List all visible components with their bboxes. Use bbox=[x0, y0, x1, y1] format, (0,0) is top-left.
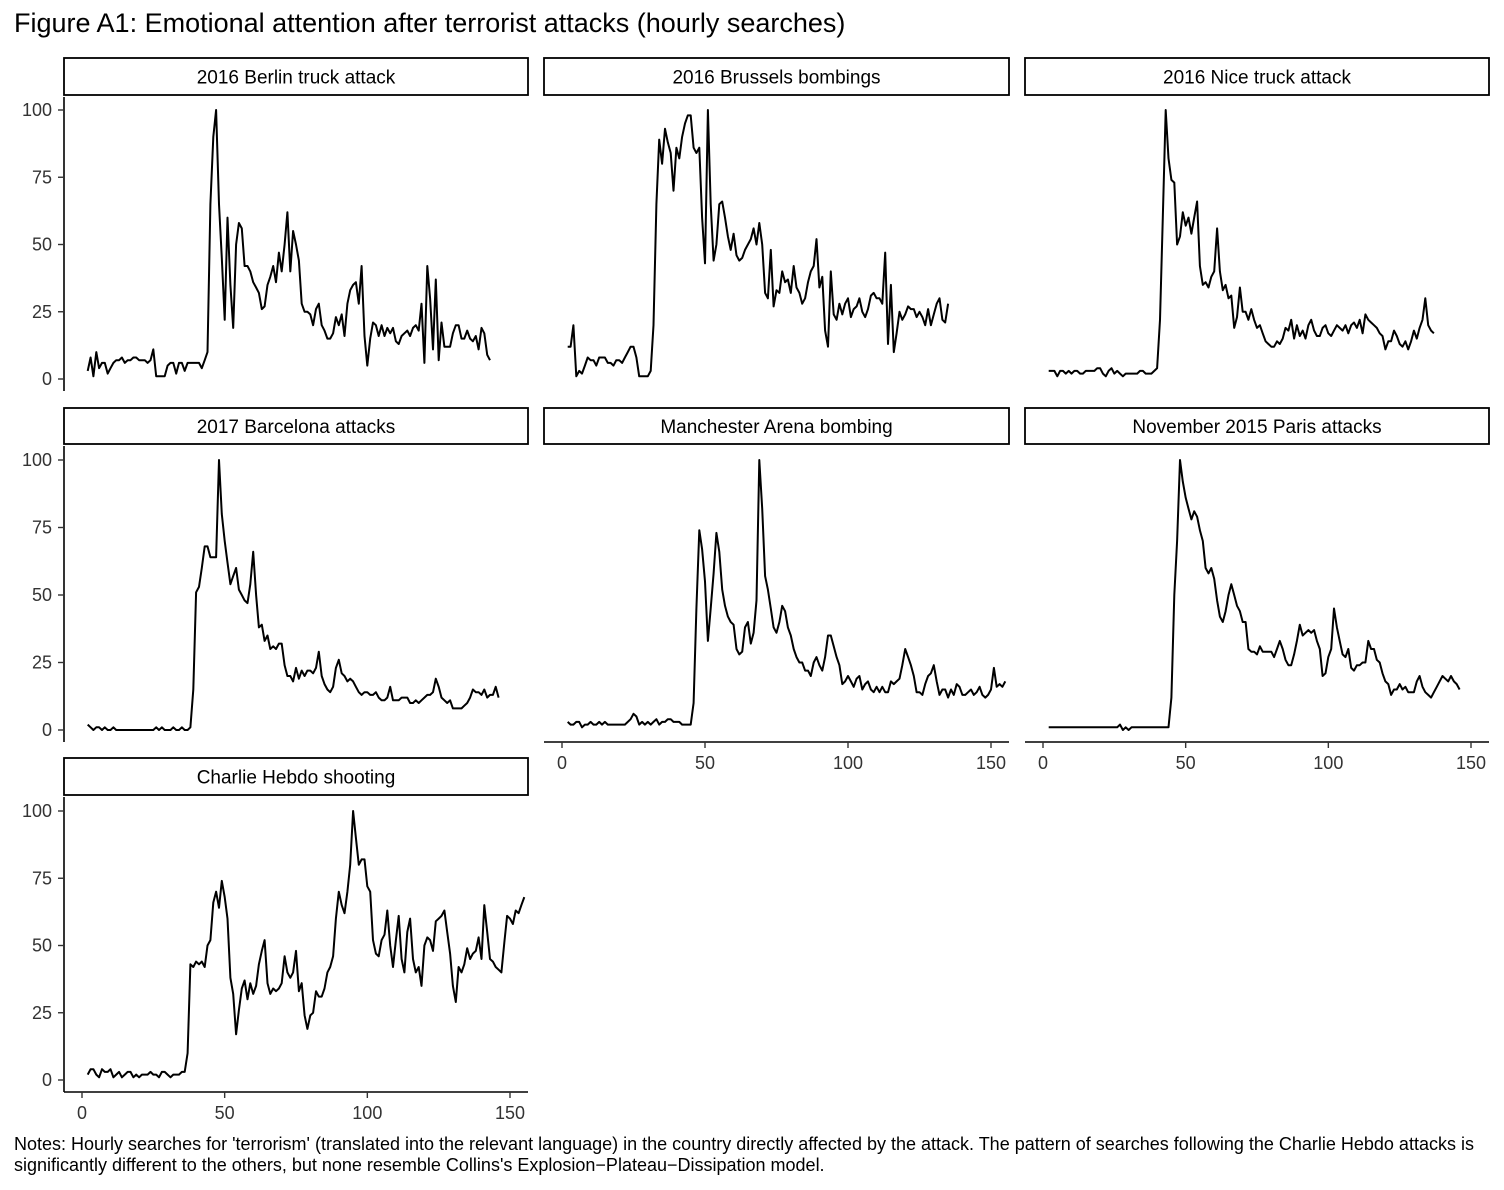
y-tick-label: 50 bbox=[32, 936, 52, 956]
facet-strip bbox=[63, 757, 529, 796]
x-tick-label: 50 bbox=[1176, 753, 1196, 773]
series-line bbox=[1048, 459, 1461, 731]
x-tick-label: 50 bbox=[215, 1103, 235, 1123]
facet-panel: November 2015 Paris attacks 0 50 100 150 bbox=[1024, 407, 1490, 773]
series-line bbox=[86, 810, 526, 1079]
y-tick-label: 50 bbox=[32, 585, 52, 605]
facet-strip bbox=[1024, 407, 1490, 445]
facet-title: 2016 Berlin truck attack bbox=[197, 68, 396, 89]
facet-title: Manchester Arena bombing bbox=[660, 417, 892, 438]
x-tick-label: 0 bbox=[1038, 753, 1048, 773]
facet-panel: 2016 Berlin truck attack 0 25 50 75 100 bbox=[22, 57, 529, 391]
facet-strip bbox=[63, 57, 529, 96]
facet-panel: 2016 Brussels bombings bbox=[543, 57, 1010, 378]
y-tick-label: 100 bbox=[22, 801, 52, 821]
y-tick-label: 100 bbox=[22, 450, 52, 470]
series-line bbox=[86, 109, 491, 378]
x-tick-label: 0 bbox=[77, 1103, 87, 1123]
figure-notes: Notes: Hourly searches for 'terrorism' (… bbox=[14, 1134, 1474, 1175]
facet-title: November 2015 Paris attacks bbox=[1132, 417, 1381, 438]
facet-panel: Charlie Hebdo shooting 0 25 50 75 100 0 50 100 15… bbox=[22, 757, 529, 1123]
figure-title: Figure A1: Emotional attention after ter… bbox=[14, 8, 846, 38]
series-line bbox=[1048, 109, 1435, 378]
x-tick-label: 150 bbox=[495, 1103, 525, 1123]
facet-title: 2016 Brussels bombings bbox=[672, 68, 880, 89]
x-tick-label: 100 bbox=[352, 1103, 382, 1123]
x-tick-label: 150 bbox=[1456, 753, 1486, 773]
y-tick-label: 75 bbox=[32, 868, 52, 888]
series-line bbox=[87, 459, 500, 731]
facet-title: Charlie Hebdo shooting bbox=[197, 768, 396, 789]
x-tick-label: 150 bbox=[976, 753, 1006, 773]
facet-panel: Manchester Arena bombing 0 50 100 150 bbox=[543, 407, 1010, 773]
x-tick-label: 100 bbox=[833, 753, 863, 773]
facet-strip bbox=[543, 57, 1010, 96]
facet-panel: 2016 Nice truck attack bbox=[1024, 57, 1490, 378]
facet-strip bbox=[543, 407, 1010, 445]
series-line bbox=[567, 109, 950, 378]
y-tick-label: 25 bbox=[32, 653, 52, 673]
y-tick-label: 75 bbox=[32, 167, 52, 187]
y-tick-label: 25 bbox=[32, 1003, 52, 1023]
y-tick-label: 0 bbox=[42, 720, 52, 740]
y-tick-label: 100 bbox=[22, 100, 52, 120]
series-line bbox=[567, 459, 1007, 729]
y-tick-label: 0 bbox=[42, 369, 52, 389]
facet-title: 2016 Nice truck attack bbox=[1163, 68, 1351, 89]
facet-panel: 2017 Barcelona attacks 0 25 50 75 100 bbox=[22, 407, 529, 742]
y-tick-label: 25 bbox=[32, 302, 52, 322]
x-tick-label: 0 bbox=[557, 753, 567, 773]
y-tick-label: 75 bbox=[32, 518, 52, 538]
facet-title: 2017 Barcelona attacks bbox=[197, 417, 396, 438]
x-tick-label: 100 bbox=[1313, 753, 1343, 773]
facet-strip bbox=[63, 407, 529, 445]
y-tick-label: 50 bbox=[32, 235, 52, 255]
y-tick-label: 0 bbox=[42, 1070, 52, 1090]
x-tick-label: 50 bbox=[695, 753, 715, 773]
facet-strip bbox=[1024, 57, 1490, 96]
